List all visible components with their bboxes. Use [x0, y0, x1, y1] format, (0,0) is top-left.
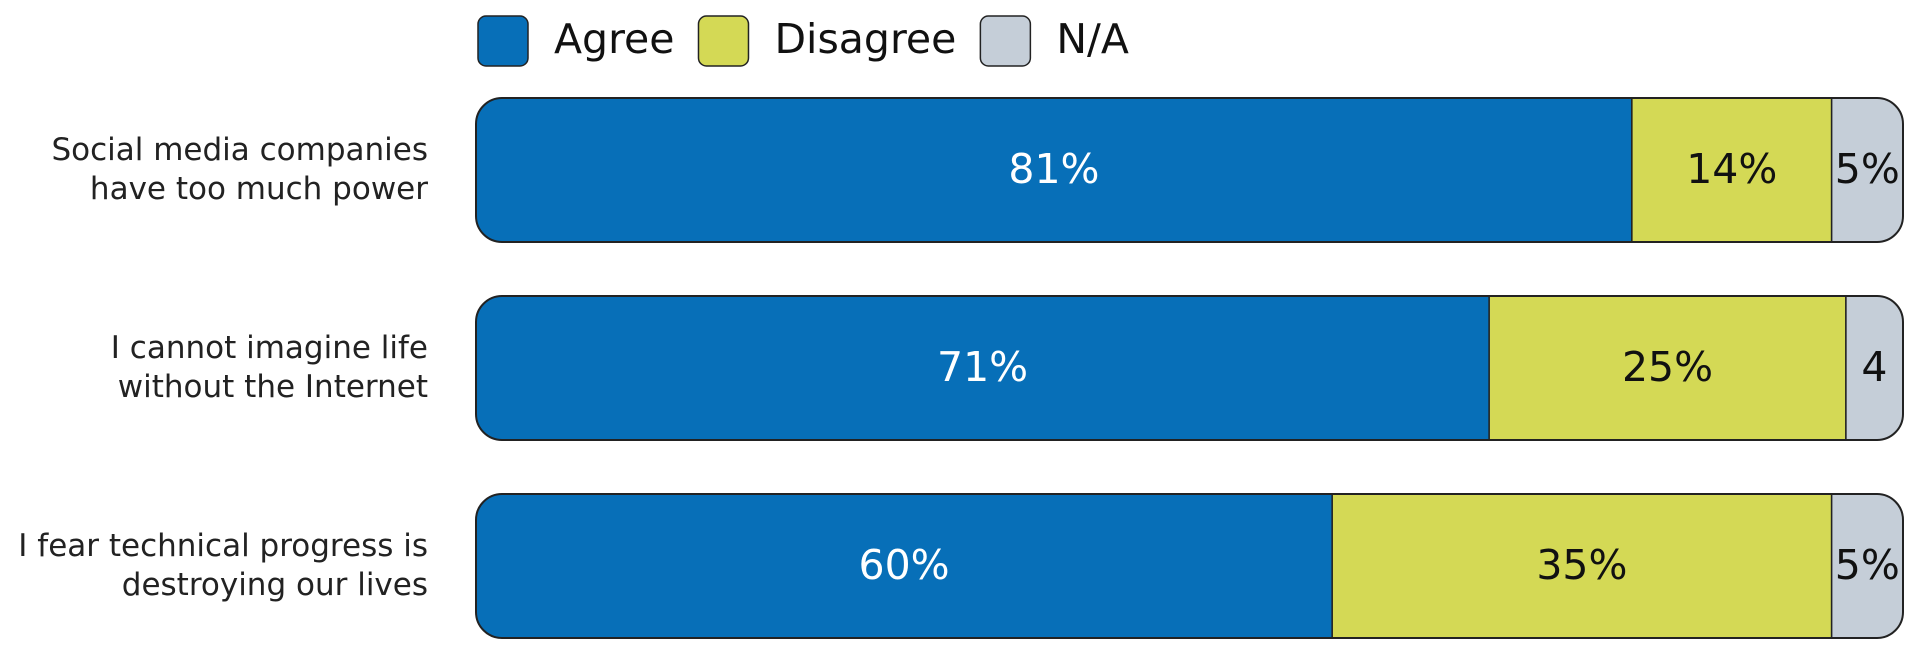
bar-segment — [1830, 494, 1903, 638]
value-label: 60% — [859, 541, 950, 589]
legend-swatch — [979, 15, 1032, 67]
value-label: 5% — [1835, 145, 1900, 193]
category-label-box: Social media companies have too much pow… — [51, 132, 428, 207]
bar-outline — [475, 295, 1904, 441]
bar-segment — [476, 296, 1490, 440]
bar-segment — [1845, 296, 1903, 440]
legend-swatch — [477, 15, 529, 67]
bar-segment — [476, 494, 1333, 638]
category-label-box: I fear technical progress is destroying … — [18, 528, 428, 603]
value-label: 5% — [1835, 541, 1900, 589]
bar-outline — [475, 97, 1904, 243]
category-label-box: I cannot imagine life without the Intern… — [110, 330, 428, 405]
bar-row — [476, 296, 1903, 440]
value-label: 4 — [1861, 343, 1887, 391]
category-label: I cannot imagine life without the Intern… — [110, 330, 428, 405]
legend-label: N/A — [1056, 15, 1129, 63]
bar-segment — [476, 98, 1633, 242]
value-label: 71% — [937, 343, 1028, 391]
value-label: 81% — [1008, 145, 1099, 193]
value-label: 35% — [1536, 541, 1627, 589]
bar-segment — [1488, 296, 1847, 440]
bar-segment — [1830, 98, 1903, 242]
value-label: 14% — [1686, 145, 1777, 193]
legend-label: Agree — [554, 15, 674, 63]
bar-row — [476, 98, 1903, 242]
legend-label: Disagree — [774, 15, 956, 63]
bar-outline — [475, 493, 1904, 639]
legend-swatch — [697, 15, 750, 67]
category-label: I fear technical progress is destroying … — [18, 528, 428, 603]
bar-segment — [1631, 98, 1833, 242]
value-label: 25% — [1622, 343, 1713, 391]
bar-row — [476, 494, 1903, 638]
category-label: Social media companies have too much pow… — [51, 132, 428, 207]
